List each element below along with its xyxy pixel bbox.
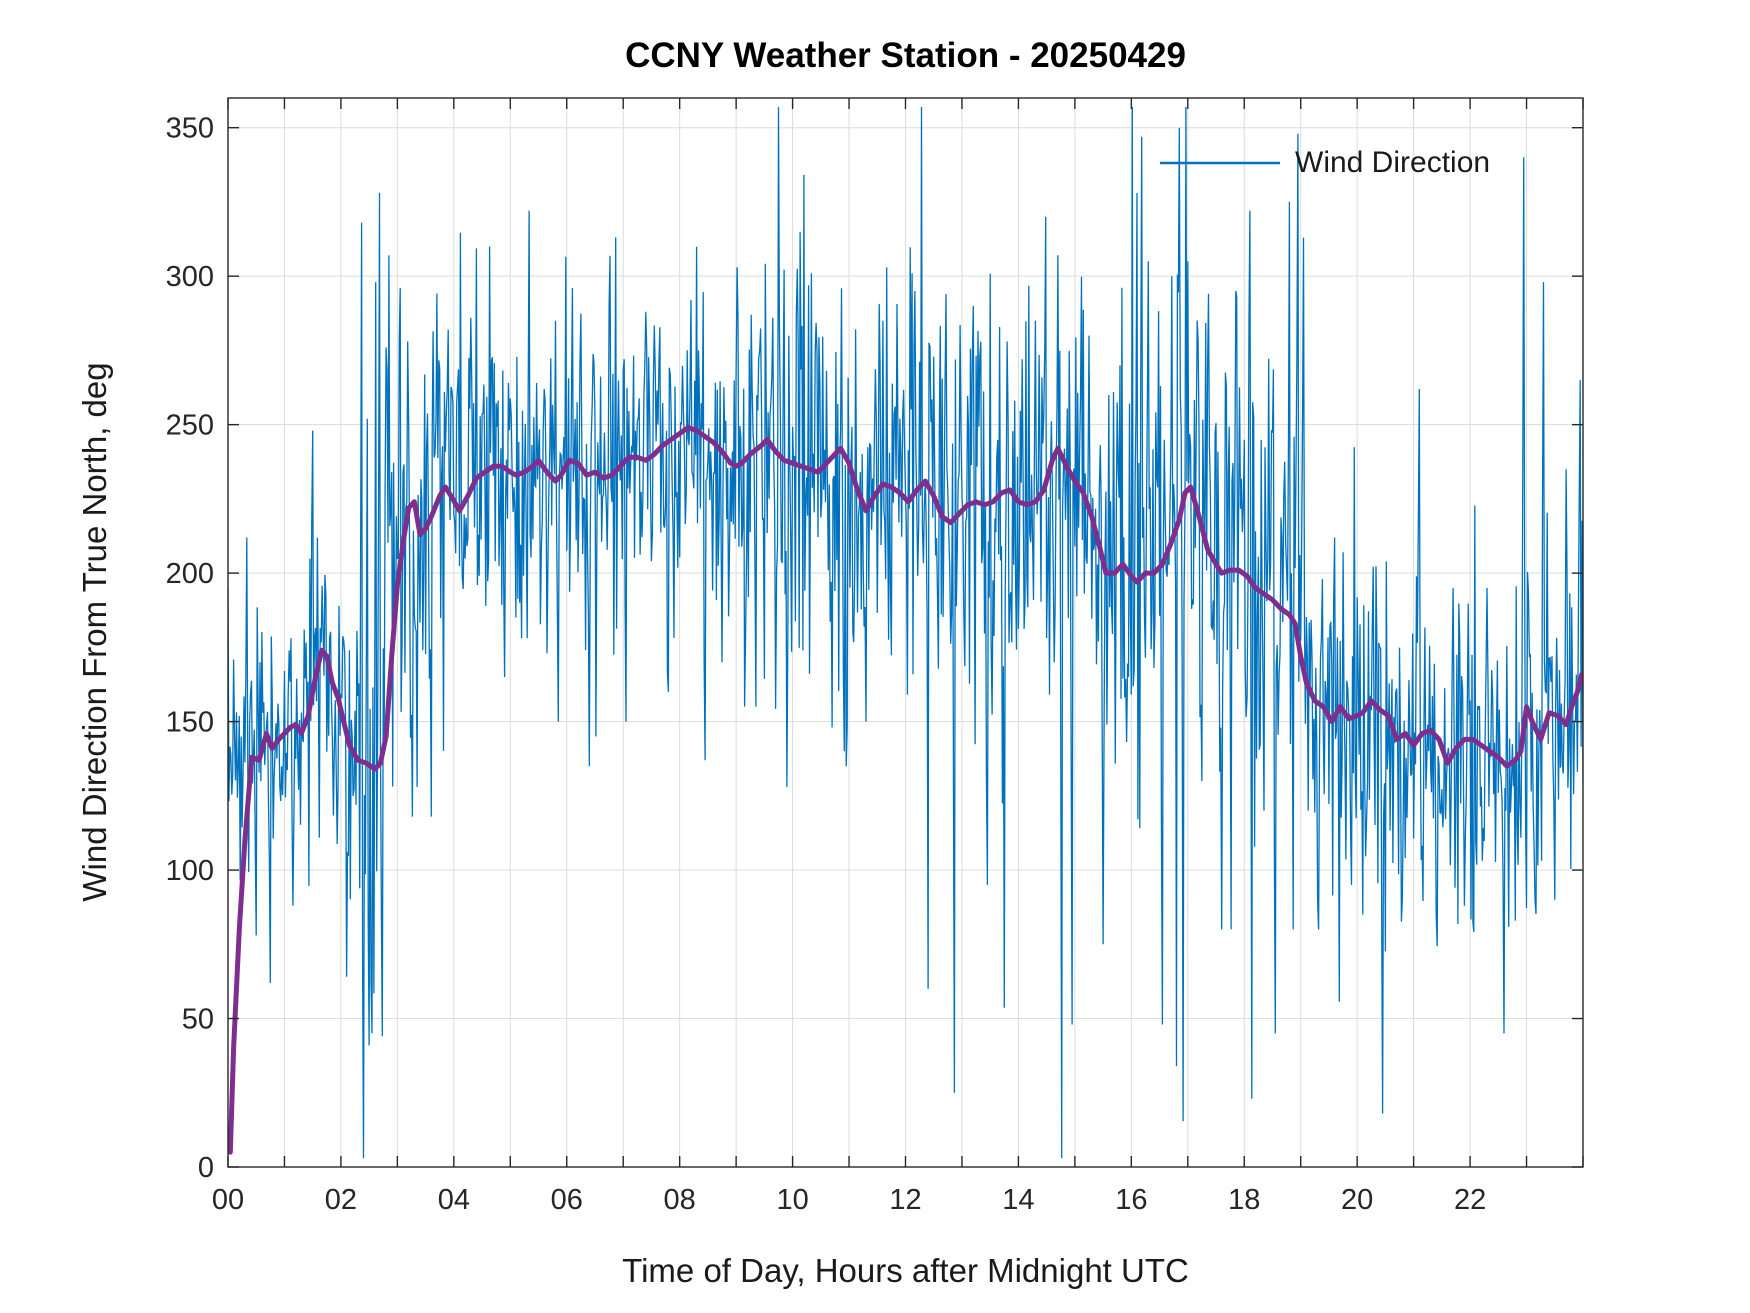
y-tick-label: 50 bbox=[182, 1004, 214, 1036]
x-tick-label: 14 bbox=[1002, 1184, 1034, 1216]
x-tick-label: 04 bbox=[438, 1184, 470, 1216]
x-axis-label: Time of Day, Hours after Midnight UTC bbox=[622, 1252, 1189, 1289]
x-tick-label: 06 bbox=[551, 1184, 583, 1216]
y-tick-label: 250 bbox=[166, 410, 214, 442]
raw-wind-direction-line bbox=[228, 106, 1583, 1159]
x-tick-label: 00 bbox=[212, 1184, 244, 1216]
y-axis-label: Wind Direction From True North, deg bbox=[76, 362, 113, 902]
y-tick-label: 100 bbox=[166, 855, 214, 887]
x-tick-label: 18 bbox=[1228, 1184, 1260, 1216]
x-tick-label: 20 bbox=[1341, 1184, 1373, 1216]
y-tick-label: 0 bbox=[198, 1152, 214, 1184]
x-tick-label: 22 bbox=[1454, 1184, 1486, 1216]
x-tick-label: 16 bbox=[1115, 1184, 1147, 1216]
y-tick-label: 350 bbox=[166, 113, 214, 145]
chart-title: CCNY Weather Station - 20250429 bbox=[625, 36, 1186, 75]
y-tick-label: 300 bbox=[166, 261, 214, 293]
legend-entry-label: Wind Direction bbox=[1295, 146, 1491, 179]
grid-lines bbox=[228, 98, 1583, 1167]
tick-labels: 00 02 04 06 08 10 12 14 16 18 20 22 0 50 100 150 200 250 3… bbox=[166, 113, 1487, 1216]
y-tick-label: 150 bbox=[166, 707, 214, 739]
x-tick-label: 10 bbox=[776, 1184, 808, 1216]
y-tick-label: 200 bbox=[166, 558, 214, 590]
legend-line-sample bbox=[1160, 161, 1280, 165]
x-tick-label: 08 bbox=[664, 1184, 696, 1216]
legend: Wind Direction bbox=[1158, 146, 1490, 180]
x-tick-label: 12 bbox=[889, 1184, 921, 1216]
smoothed-wind-direction-line bbox=[228, 425, 1583, 1155]
x-tick-label: 02 bbox=[325, 1184, 357, 1216]
axes-box bbox=[227, 97, 1584, 1168]
